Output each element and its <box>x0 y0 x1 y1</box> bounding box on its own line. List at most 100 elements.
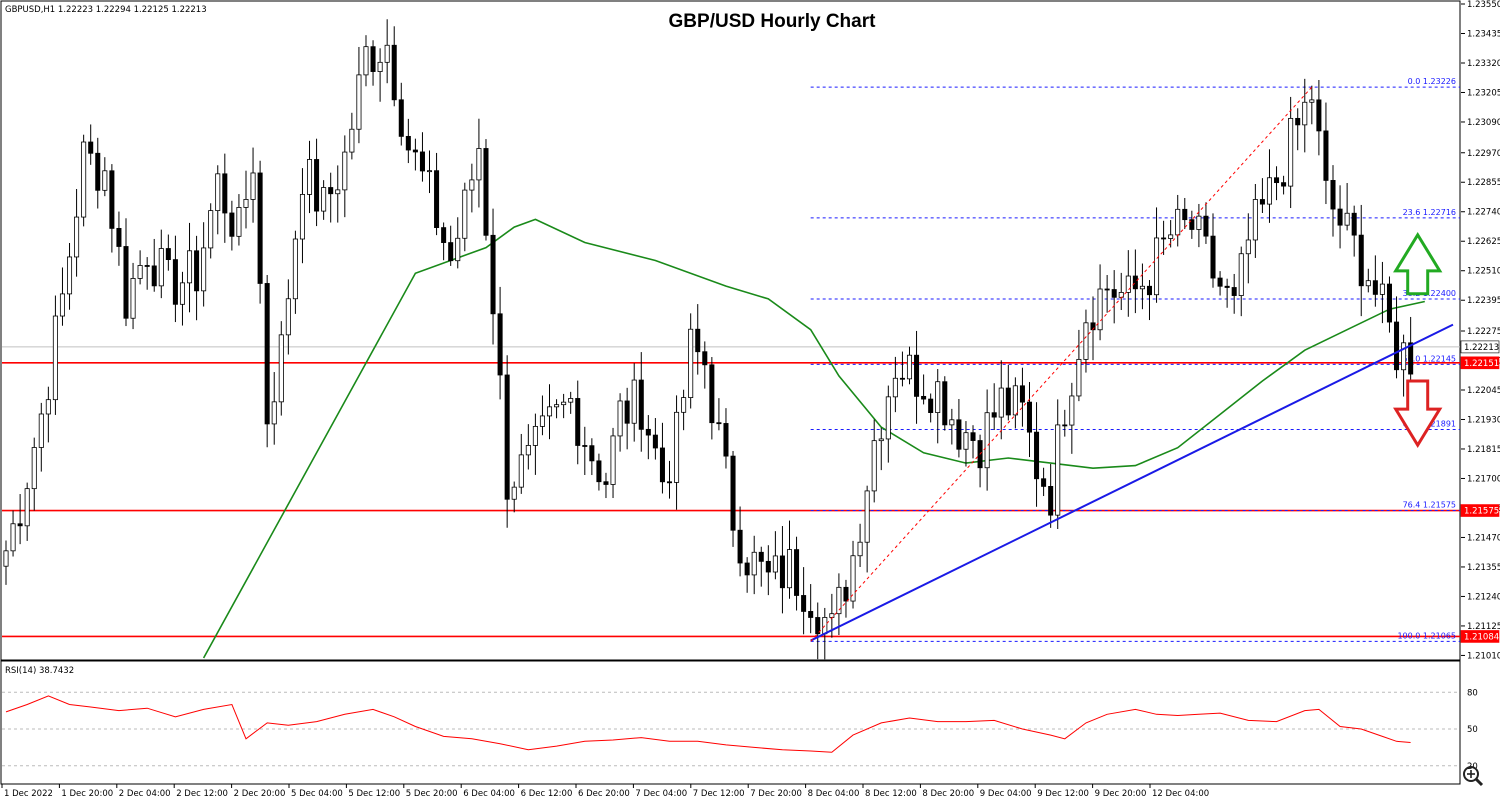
candle <box>1394 296 1400 379</box>
bear-candle-body <box>229 212 235 237</box>
bull-candle-body <box>31 447 37 490</box>
candle <box>688 313 694 409</box>
bear-candle-body <box>1337 208 1343 226</box>
bull-candle-body <box>243 199 249 208</box>
candle <box>1295 108 1301 151</box>
candle <box>1125 250 1131 317</box>
bear-candle-body <box>638 379 644 430</box>
candle <box>1182 197 1188 230</box>
bull-candle-body <box>306 159 313 195</box>
candle <box>1111 270 1117 324</box>
time-tick-label: 9 Dec 04:00 <box>980 789 1032 799</box>
fib-swing-line <box>810 86 1313 642</box>
bull-candle-body <box>363 46 369 76</box>
bull-candle-body <box>102 170 108 191</box>
bull-candle-body <box>1012 385 1018 416</box>
candle <box>441 222 447 261</box>
candle <box>568 391 574 414</box>
time-tick-label: 8 Dec 20:00 <box>922 789 974 799</box>
bear-candle-body <box>758 551 764 562</box>
bull-candle-body <box>74 216 80 258</box>
bear-candle-body <box>589 445 595 462</box>
bear-candle-body <box>970 432 976 441</box>
magnifier-plus-icon[interactable] <box>1463 766 1484 787</box>
bull-candle-body <box>285 298 291 336</box>
bear-candle-body <box>144 265 150 267</box>
bear-candle-body <box>194 250 200 292</box>
candle <box>243 170 249 229</box>
bull-candle-body <box>561 401 567 406</box>
price-tick-label: 1.23320 <box>1467 59 1500 69</box>
bull-candle-body <box>179 282 185 305</box>
candle <box>617 393 623 452</box>
bear-candle-body <box>1189 219 1195 230</box>
candles-layer[interactable] <box>3 19 1414 660</box>
candle <box>1069 382 1075 454</box>
bull-candle-body <box>81 141 87 218</box>
candle <box>702 341 708 389</box>
price-axis[interactable]: 1.23550 1.23435 1.23320 1.23205 1.23090 1.229… <box>1461 0 1500 661</box>
bull-candle-body <box>278 334 284 403</box>
candle <box>342 135 348 218</box>
candle <box>949 408 955 445</box>
bull-candle-body <box>1139 285 1145 290</box>
candle <box>1026 382 1033 458</box>
bear-candle-body <box>1316 99 1322 132</box>
time-tick-label: 5 Dec 12:00 <box>348 789 400 799</box>
candle <box>490 208 496 345</box>
rsi-label: RSI(14) 38.7432 <box>5 666 74 676</box>
candle <box>74 189 80 277</box>
bear-candle-body <box>264 283 270 425</box>
bull-candle-body <box>236 207 242 237</box>
bear-candle-body <box>1259 199 1265 205</box>
time-tick-label: 7 Dec 20:00 <box>750 789 802 799</box>
bear-candle-body <box>709 364 715 424</box>
bear-candle-body <box>1041 478 1047 487</box>
candle <box>67 242 73 310</box>
bear-candle-body <box>441 227 447 243</box>
candle <box>419 132 425 182</box>
candle <box>109 164 115 253</box>
bear-candle-body <box>730 455 736 531</box>
candle <box>1012 377 1018 429</box>
price-tick-label: 1.22740 <box>1467 208 1500 218</box>
time-axis[interactable]: 1 Dec 2022 1 Dec 20:00 2 Dec 04:00 2 Dec 12… <box>1 784 1209 799</box>
bear-candle-body <box>1358 234 1364 287</box>
bull-candle-body <box>984 412 990 469</box>
bear-candle-body <box>596 460 602 483</box>
candle <box>1196 203 1202 248</box>
candle <box>1379 261 1385 324</box>
candle <box>38 402 44 472</box>
bear-candle-body <box>222 173 228 214</box>
candle <box>638 352 644 452</box>
candle <box>278 321 284 416</box>
bear-candle-body <box>666 481 673 484</box>
bull-candle-body <box>1238 253 1244 296</box>
time-tick-label: 7 Dec 04:00 <box>635 789 687 799</box>
candle <box>914 330 920 424</box>
candle <box>758 546 764 587</box>
candle <box>24 482 30 541</box>
candle <box>1005 364 1011 421</box>
bear-candle-body <box>123 246 129 319</box>
candle <box>1034 402 1040 507</box>
bear-candle-body <box>956 419 962 450</box>
candle <box>1330 165 1336 237</box>
rsi-plot-frame <box>0 660 1461 785</box>
bull-candle-body <box>215 173 221 212</box>
bull-candle-body <box>321 187 327 212</box>
bear-candle-body <box>314 159 320 212</box>
candle <box>1316 80 1322 156</box>
bull-candle-body <box>462 189 468 239</box>
bear-candle-body <box>1146 285 1153 296</box>
bear-candle-body <box>1408 342 1414 375</box>
candle <box>257 160 263 304</box>
bear-candle-body <box>899 377 905 380</box>
bear-candle-body <box>744 562 750 576</box>
bear-candle-body <box>328 187 334 195</box>
time-tick-label: 9 Dec 12:00 <box>1037 789 1089 799</box>
bull-candle-body <box>299 194 305 240</box>
candle <box>674 395 680 510</box>
candle <box>942 376 948 431</box>
